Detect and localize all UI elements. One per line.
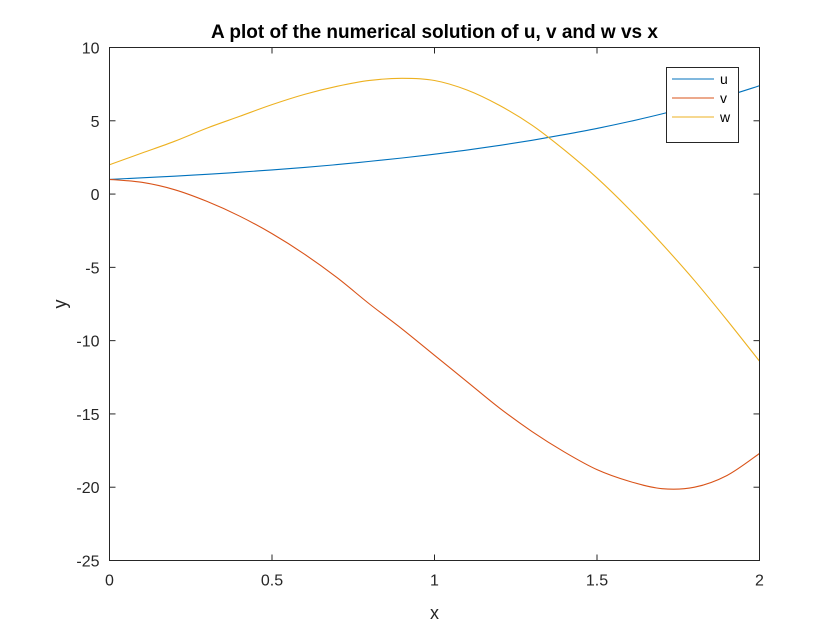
legend-label-w: w [719,109,731,125]
y-tick-label: -15 [76,407,99,424]
y-tick-label: -20 [76,480,99,497]
series-line-v [109,178,760,490]
y-tick-label: 10 [82,41,100,58]
x-axis-label: x [430,603,439,623]
series-layer [109,77,760,490]
y-tick-label: 0 [91,187,100,204]
legend-label-v: v [720,90,727,106]
x-tick-label: 1.5 [586,573,608,590]
y-tick-label: -10 [76,334,99,351]
x-tick-label: 0 [105,573,114,590]
legend-label-u: u [720,71,728,87]
y-axis-label: y [50,300,70,309]
series-line-w [109,77,760,362]
series-line-u [109,85,760,180]
x-tick-label: 2 [755,573,764,590]
y-tick-label: -5 [85,260,99,277]
legend: uvw [666,67,739,143]
ticks-layer: 0 0.5 1 1.5 2 10 5 0 -5 -10 -15 -20 -25 [76,41,764,590]
x-tick-label: 1 [430,573,439,590]
plot-area [109,47,760,561]
y-tick-label: 5 [91,114,100,131]
x-tick-label: 0.5 [261,573,283,590]
chart-title: A plot of the numerical solution of u, v… [211,22,658,43]
y-tick-label: -25 [76,554,99,571]
legend-box [666,67,739,143]
